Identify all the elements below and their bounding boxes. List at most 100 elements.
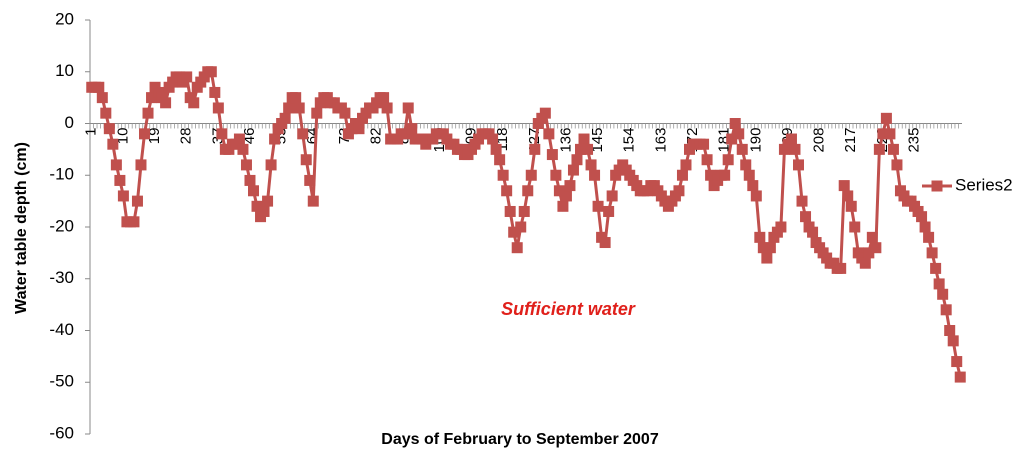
marker [726, 133, 738, 145]
x-tick-label: 46 [241, 128, 258, 145]
marker [93, 81, 105, 93]
marker [937, 288, 949, 300]
marker [339, 107, 351, 119]
marker [599, 237, 611, 249]
marker [300, 154, 312, 166]
x-tick-label: 235 [906, 128, 923, 153]
marker [494, 154, 506, 166]
marker [859, 257, 871, 269]
marker [740, 159, 752, 171]
y-axis-title: Water table depth (cm) [13, 142, 30, 314]
marker [582, 143, 594, 155]
x-tick-label: 208 [811, 128, 828, 153]
x-tick-label: 19 [146, 128, 163, 145]
marker [849, 221, 861, 233]
marker [560, 190, 572, 202]
x-tick-label: 217 [842, 128, 859, 153]
y-tick-label: 20 [55, 9, 74, 28]
marker [406, 123, 418, 135]
marker [933, 278, 945, 290]
marker [262, 195, 274, 207]
marker [592, 200, 604, 212]
marker [381, 102, 393, 114]
marker [764, 242, 776, 254]
marker [919, 221, 931, 233]
y-tick-label: -60 [49, 423, 74, 442]
marker [501, 185, 513, 197]
marker [951, 356, 963, 368]
marker [251, 200, 263, 212]
marker [279, 112, 291, 124]
marker [603, 205, 615, 217]
x-tick-label: 145 [589, 128, 606, 153]
marker [747, 180, 759, 192]
x-tick-label: 163 [652, 128, 669, 153]
x-tick-label: 190 [747, 128, 764, 153]
marker [557, 200, 569, 212]
marker [307, 195, 319, 207]
marker [233, 133, 245, 145]
marker [564, 180, 576, 192]
marker [800, 211, 812, 223]
marker [926, 247, 938, 259]
marker [508, 226, 520, 238]
marker [114, 174, 126, 186]
y-tick-label: -20 [49, 216, 74, 235]
marker [947, 335, 959, 347]
marker [117, 190, 129, 202]
marker [673, 185, 685, 197]
marker [676, 169, 688, 181]
y-tick-label: -50 [49, 372, 74, 391]
marker [796, 195, 808, 207]
marker [543, 128, 555, 140]
marker [873, 143, 885, 155]
marker [807, 226, 819, 238]
x-tick-label: 154 [621, 128, 638, 153]
x-tick-label: 136 [557, 128, 574, 153]
marker [793, 159, 804, 171]
marker [754, 231, 766, 243]
marker [729, 118, 741, 129]
marker [891, 159, 903, 171]
marker [402, 102, 414, 114]
marker [110, 159, 122, 171]
marker [511, 242, 523, 254]
marker [719, 169, 731, 181]
marker [863, 247, 875, 259]
x-tick-label: 10 [114, 128, 131, 145]
marker [698, 138, 710, 150]
marker [240, 159, 252, 171]
y-tick-label: -30 [49, 268, 74, 287]
marker [237, 143, 249, 155]
marker [722, 154, 734, 166]
marker [550, 169, 562, 181]
marker [399, 128, 411, 140]
marker [606, 190, 618, 202]
marker [916, 211, 928, 223]
y-tick-label: 10 [55, 61, 74, 80]
marker [539, 107, 551, 119]
marker [880, 112, 892, 124]
marker [923, 231, 935, 243]
marker [940, 304, 952, 316]
marker [870, 242, 882, 254]
marker [103, 123, 115, 135]
legend-label: Series2 [955, 175, 1013, 194]
marker [290, 92, 302, 104]
marker [378, 92, 390, 104]
marker [212, 102, 224, 114]
marker [944, 325, 956, 336]
y-tick-label: -10 [49, 165, 74, 184]
marker [761, 252, 773, 264]
marker [567, 164, 579, 176]
marker [128, 216, 140, 228]
marker [845, 200, 857, 212]
x-tick-label: 28 [178, 128, 195, 145]
marker [209, 86, 221, 98]
x-tick-label: 1 [83, 128, 100, 136]
marker [146, 92, 158, 104]
marker [311, 107, 323, 119]
marker [518, 205, 530, 217]
marker [269, 133, 281, 145]
marker [546, 149, 558, 161]
